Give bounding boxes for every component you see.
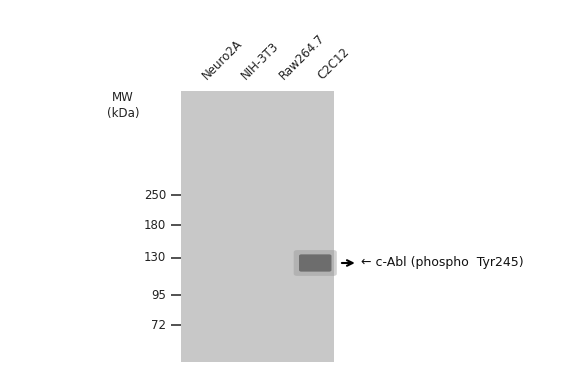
- Text: 180: 180: [144, 218, 166, 232]
- Text: 72: 72: [151, 319, 166, 332]
- Text: ← c-Abl (phospho  Tyr245): ← c-Abl (phospho Tyr245): [360, 257, 523, 270]
- Bar: [181, 91, 335, 362]
- Text: Neuro2A: Neuro2A: [200, 37, 245, 82]
- FancyBboxPatch shape: [294, 250, 337, 276]
- FancyBboxPatch shape: [299, 254, 332, 272]
- Text: 95: 95: [151, 289, 166, 302]
- Text: MW
(kDa): MW (kDa): [107, 91, 139, 121]
- Text: NIH-3T3: NIH-3T3: [239, 39, 281, 82]
- Text: Raw264.7: Raw264.7: [277, 31, 328, 82]
- Text: 250: 250: [144, 189, 166, 202]
- Text: 130: 130: [144, 251, 166, 264]
- Text: C2C12: C2C12: [315, 45, 352, 82]
